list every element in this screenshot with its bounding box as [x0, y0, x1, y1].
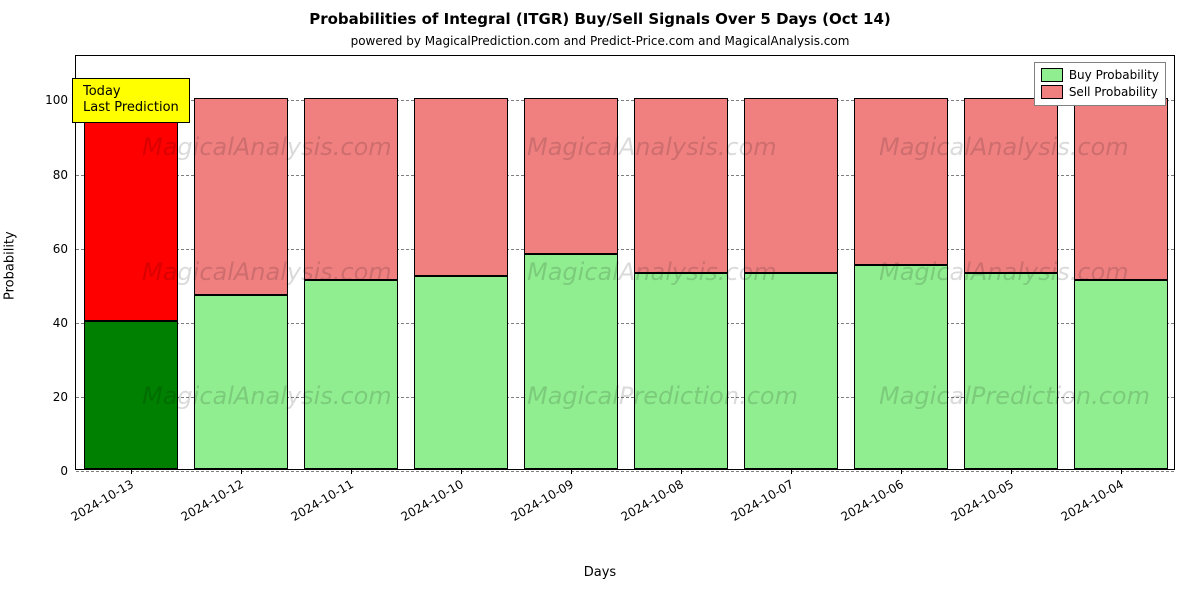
x-tick-label: 2024-10-05	[949, 477, 1016, 524]
bar-buy	[634, 273, 729, 469]
bar-buy	[964, 273, 1059, 469]
bar-buy	[1074, 280, 1169, 469]
bar-buy	[84, 321, 179, 469]
x-tick-label: 2024-10-04	[1059, 477, 1126, 524]
plot-area: 020406080100 MagicalAnalysis.comMagicalA…	[75, 55, 1175, 470]
x-axis-label: Days	[0, 565, 1200, 580]
bar-slot	[854, 54, 949, 469]
chart-subtitle: powered by MagicalPrediction.com and Pre…	[0, 34, 1200, 48]
bar-slot	[634, 54, 729, 469]
x-tick-label: 2024-10-08	[619, 477, 686, 524]
bar-slot	[524, 54, 619, 469]
x-tick	[681, 469, 682, 474]
chart-title: Probabilities of Integral (ITGR) Buy/Sel…	[0, 10, 1200, 28]
y-axis-label: Probability	[3, 231, 18, 300]
legend-item-buy: Buy Probability	[1041, 67, 1159, 84]
plot-inner: 020406080100 MagicalAnalysis.comMagicalA…	[76, 56, 1174, 469]
bar-sell	[1074, 98, 1169, 280]
bar-slot	[964, 54, 1059, 469]
bar-slot	[744, 54, 839, 469]
legend-label-buy: Buy Probability	[1069, 67, 1159, 84]
legend-label-sell: Sell Probability	[1069, 84, 1158, 101]
bar-buy	[744, 273, 839, 469]
x-tick	[351, 469, 352, 474]
bar-sell	[414, 98, 509, 276]
bar-buy	[414, 276, 509, 469]
y-tick-label: 20	[53, 390, 76, 404]
bar-sell	[964, 98, 1059, 272]
x-tick-label: 2024-10-10	[399, 477, 466, 524]
x-tick	[131, 469, 132, 474]
legend-item-sell: Sell Probability	[1041, 84, 1159, 101]
bars-container	[76, 56, 1174, 469]
x-tick-label: 2024-10-13	[69, 477, 136, 524]
y-tick-label: 80	[53, 168, 76, 182]
x-tick	[1121, 469, 1122, 474]
bar-sell	[194, 98, 289, 294]
bar-buy	[304, 280, 399, 469]
bar-sell	[524, 98, 619, 254]
x-tick	[571, 469, 572, 474]
bar-buy	[524, 254, 619, 469]
bar-sell	[634, 98, 729, 272]
x-tick	[901, 469, 902, 474]
bar-slot	[414, 54, 509, 469]
today-tag: Today Last Prediction	[72, 78, 190, 123]
y-tick-label: 40	[53, 316, 76, 330]
x-tick-label: 2024-10-07	[729, 477, 796, 524]
bar-sell	[854, 98, 949, 265]
x-tick-label: 2024-10-06	[839, 477, 906, 524]
x-tick	[461, 469, 462, 474]
legend-swatch-sell	[1041, 85, 1063, 99]
bar-sell	[84, 98, 179, 320]
y-tick-label: 60	[53, 242, 76, 256]
bar-buy	[194, 295, 289, 469]
y-tick-label: 0	[60, 464, 76, 478]
x-tick	[1011, 469, 1012, 474]
bar-slot	[304, 54, 399, 469]
probability-chart: Probabilities of Integral (ITGR) Buy/Sel…	[0, 0, 1200, 600]
x-tick-label: 2024-10-09	[509, 477, 576, 524]
x-tick-label: 2024-10-11	[289, 477, 356, 524]
bar-sell	[304, 98, 399, 280]
bar-slot	[1074, 54, 1169, 469]
today-tag-line2: Last Prediction	[83, 100, 179, 116]
x-tick	[791, 469, 792, 474]
today-tag-line1: Today	[83, 84, 179, 100]
legend: Buy Probability Sell Probability	[1034, 62, 1166, 106]
bar-buy	[854, 265, 949, 469]
legend-swatch-buy	[1041, 68, 1063, 82]
x-tick-label: 2024-10-12	[179, 477, 246, 524]
bar-sell	[744, 98, 839, 272]
bar-slot	[194, 54, 289, 469]
x-tick	[241, 469, 242, 474]
